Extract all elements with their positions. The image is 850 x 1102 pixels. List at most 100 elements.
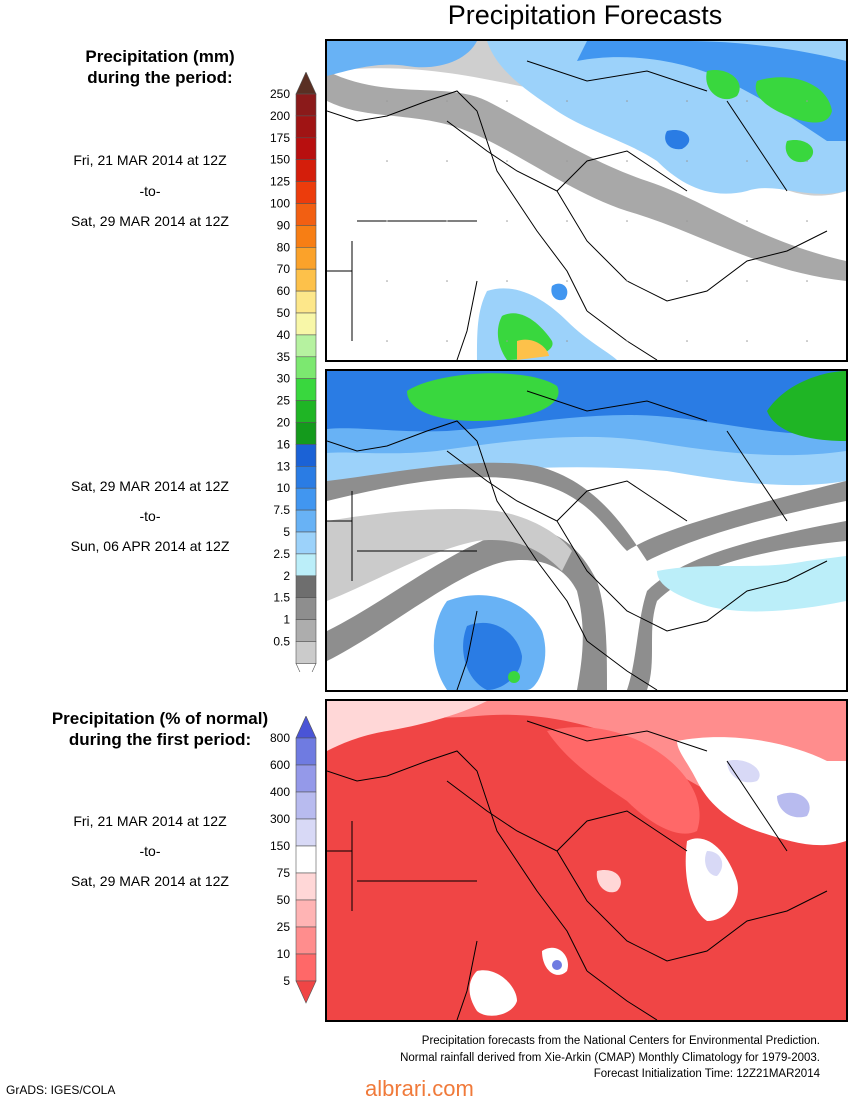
period2-to: Sun, 06 APR 2014 at 12Z: [70, 538, 230, 554]
colorbar-bottom-arrow: [295, 980, 317, 1004]
colorbar-cell: [295, 465, 317, 489]
precip-map-period2-svg: [327, 371, 846, 690]
colorbar-cell: [295, 159, 317, 182]
precip-pct-map: [325, 699, 848, 1022]
colorbar-tick-label: 200: [270, 109, 290, 123]
precip-pct-heading: Precipitation (% of normal) during the f…: [20, 708, 300, 750]
precip-mm-colorbar: 250 200 175 150 125 100 90 80 70 60 50 40 35 30 25 20 16…: [250, 71, 330, 687]
period1-from: Fri, 21 MAR 2014 at 12Z: [73, 152, 227, 168]
colorbar-cell: [295, 422, 317, 445]
colorbar-bottom-arrow: [295, 663, 317, 687]
colorbar-cell: [295, 247, 317, 270]
page-title: Precipitation Forecasts: [447, 0, 723, 30]
colorbar-tick-label: 90: [277, 218, 291, 232]
precip-pct-colorbar: 800 600 400 300 150 75 50 25 10 5: [250, 715, 330, 1016]
colorbar-tick-label: 1.5: [273, 591, 290, 605]
colorbar-cell: [295, 509, 317, 533]
colorbar-cell: [295, 334, 317, 358]
colorbar-tick-label: 20: [277, 416, 291, 430]
precip-mm-colorbar-svg: 2502001751501251009080706050403530252016…: [270, 71, 317, 687]
colorbar-cell: [295, 290, 317, 314]
colorbar-cell: [295, 181, 317, 204]
footer-line1: Precipitation forecasts from the Nationa…: [421, 1035, 820, 1047]
grads-credit: GrADS: IGES/COLA: [6, 1083, 116, 1097]
period1-sep: -to-: [139, 183, 161, 199]
colorbar-cell: [295, 487, 317, 511]
footer-line2: Normal rainfall derived from Xie-Arkin (…: [400, 1051, 820, 1064]
colorbar-cell: [295, 845, 317, 874]
colorbar-cell: [295, 444, 317, 467]
colorbar-tick-label: 2.5: [273, 547, 290, 561]
colorbar-tick-label: 250: [270, 87, 290, 101]
colorbar-tick-label: 5: [283, 525, 290, 539]
colorbar-tick-label: 300: [270, 812, 290, 826]
precip-pct-colorbar-svg: 800 600 400 300 150 75 50 25 10 5: [270, 715, 317, 1004]
colorbar-cell: [295, 899, 317, 928]
colorbar-cell: [295, 764, 317, 793]
colorbar-cell: [295, 737, 317, 766]
colorbar-cell: [295, 619, 317, 642]
colorbar-cell: [295, 378, 317, 401]
colorbar-tick-label: 50: [277, 306, 291, 320]
colorbar-cell: [295, 953, 317, 982]
period3-sep: -to-: [139, 843, 161, 859]
precip-map-period1-svg: [327, 41, 846, 360]
colorbar-tick-label: 175: [270, 131, 290, 145]
colorbar-cell: [295, 268, 317, 292]
colorbar-cell: [295, 203, 317, 226]
colorbar-cell: [295, 93, 317, 117]
colorbar-cell: [295, 553, 317, 577]
colorbar-cell: [295, 597, 317, 620]
colorbar-cell: [295, 791, 317, 820]
precip-pct-heading-line2: during the first period:: [68, 730, 252, 749]
precip-mm-heading-line2: during the period:: [87, 68, 233, 87]
colorbar-cell: [295, 137, 317, 161]
colorbar-tick-label: 10: [277, 947, 291, 961]
colorbar-tick-label: 100: [270, 197, 290, 211]
colorbar-top-arrow: [295, 71, 317, 95]
period2-from: Sat, 29 MAR 2014 at 12Z: [71, 478, 229, 494]
colorbar-tick-label: 16: [277, 437, 291, 451]
colorbar-cell: [295, 872, 317, 901]
colorbar-tick-label: 80: [277, 240, 291, 254]
colorbar-cell: [295, 641, 317, 664]
colorbar-tick-label: 30: [277, 372, 291, 386]
colorbar-tick-label: 1: [283, 613, 290, 627]
precip-map-period2: [325, 369, 848, 692]
colorbar-tick-label: 150: [270, 839, 290, 853]
colorbar-tick-label: 40: [277, 328, 291, 342]
colorbar-cell: [295, 575, 317, 598]
colorbar-cell: [295, 115, 317, 139]
colorbar-tick-label: 0.5: [273, 635, 290, 649]
colorbar-cell: [295, 356, 317, 379]
period2-sep: -to-: [139, 508, 161, 524]
precip-pct-heading-line1: Precipitation (% of normal): [51, 709, 269, 728]
colorbar-cell: [295, 400, 317, 423]
colorbar-tick-label: 800: [270, 731, 290, 745]
colorbar-cell: [295, 225, 317, 248]
footer-line3: Forecast Initialization Time: 12Z21MAR20…: [593, 1068, 820, 1080]
watermark: albrari.com: [365, 1076, 474, 1101]
precip-mm-heading-line1: Precipitation (mm): [85, 47, 235, 66]
colorbar-tick-label: 125: [270, 175, 290, 189]
colorbar-tick-label: 25: [277, 920, 291, 934]
precip-mm-heading: Precipitation (mm) during the period:: [20, 46, 300, 88]
colorbar-cell: [295, 818, 317, 847]
period3-from: Fri, 21 MAR 2014 at 12Z: [73, 813, 227, 829]
precip-map-period1: [325, 39, 848, 362]
colorbar-tick-label: 75: [277, 866, 291, 880]
colorbar-tick-label: 5: [283, 974, 290, 988]
footer-notes: Precipitation forecasts from the Nationa…: [400, 1033, 820, 1083]
colorbar-tick-label: 13: [277, 459, 291, 473]
colorbar-tick-label: 50: [277, 893, 291, 907]
colorbar-tick-label: 70: [277, 262, 291, 276]
colorbar-cell: [295, 312, 317, 336]
colorbar-tick-label: 60: [277, 284, 291, 298]
colorbar-tick-label: 10: [277, 481, 291, 495]
colorbar-tick-label: 600: [270, 758, 290, 772]
period3-to: Sat, 29 MAR 2014 at 12Z: [71, 873, 229, 889]
colorbar-tick-label: 2: [283, 569, 290, 583]
period1-to: Sat, 29 MAR 2014 at 12Z: [71, 213, 229, 229]
colorbar-tick-label: 35: [277, 350, 291, 364]
colorbar-tick-label: 25: [277, 394, 291, 408]
